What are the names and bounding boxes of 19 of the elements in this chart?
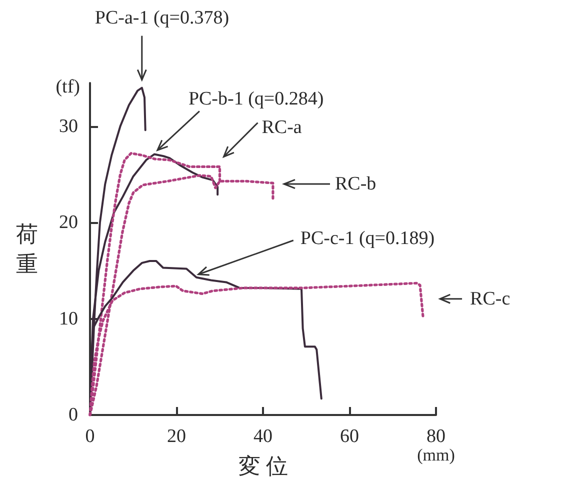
x-tick-label: 60 bbox=[340, 426, 359, 447]
text: (tf) bbox=[56, 76, 80, 98]
annotation: PC-a-1 (q=0.378) bbox=[94, 7, 230, 28]
annotation: RC-b bbox=[335, 174, 376, 194]
y-tick-label: 0 bbox=[68, 404, 78, 426]
x-tick-label: 80 bbox=[426, 426, 446, 447]
x-tick-label: 0 bbox=[85, 426, 95, 447]
x-tick-label: 20 bbox=[167, 426, 186, 447]
annotation: PC-c-1 (q=0.189) bbox=[300, 228, 435, 249]
y-tick-label: 20 bbox=[59, 212, 78, 234]
annotation: RC-a bbox=[262, 117, 302, 138]
y-tick-label: 10 bbox=[59, 308, 78, 330]
y-axis-title: 荷重 bbox=[16, 222, 38, 276]
x-tick-label: 40 bbox=[254, 426, 272, 447]
x-axis-title: 変 位 bbox=[238, 454, 288, 478]
text: (mm) bbox=[417, 446, 455, 464]
annotation: RC-c bbox=[470, 288, 510, 310]
annotation: PC-b-1 (q=0.284) bbox=[188, 88, 324, 110]
y-tick-label: 30 bbox=[59, 116, 78, 137]
